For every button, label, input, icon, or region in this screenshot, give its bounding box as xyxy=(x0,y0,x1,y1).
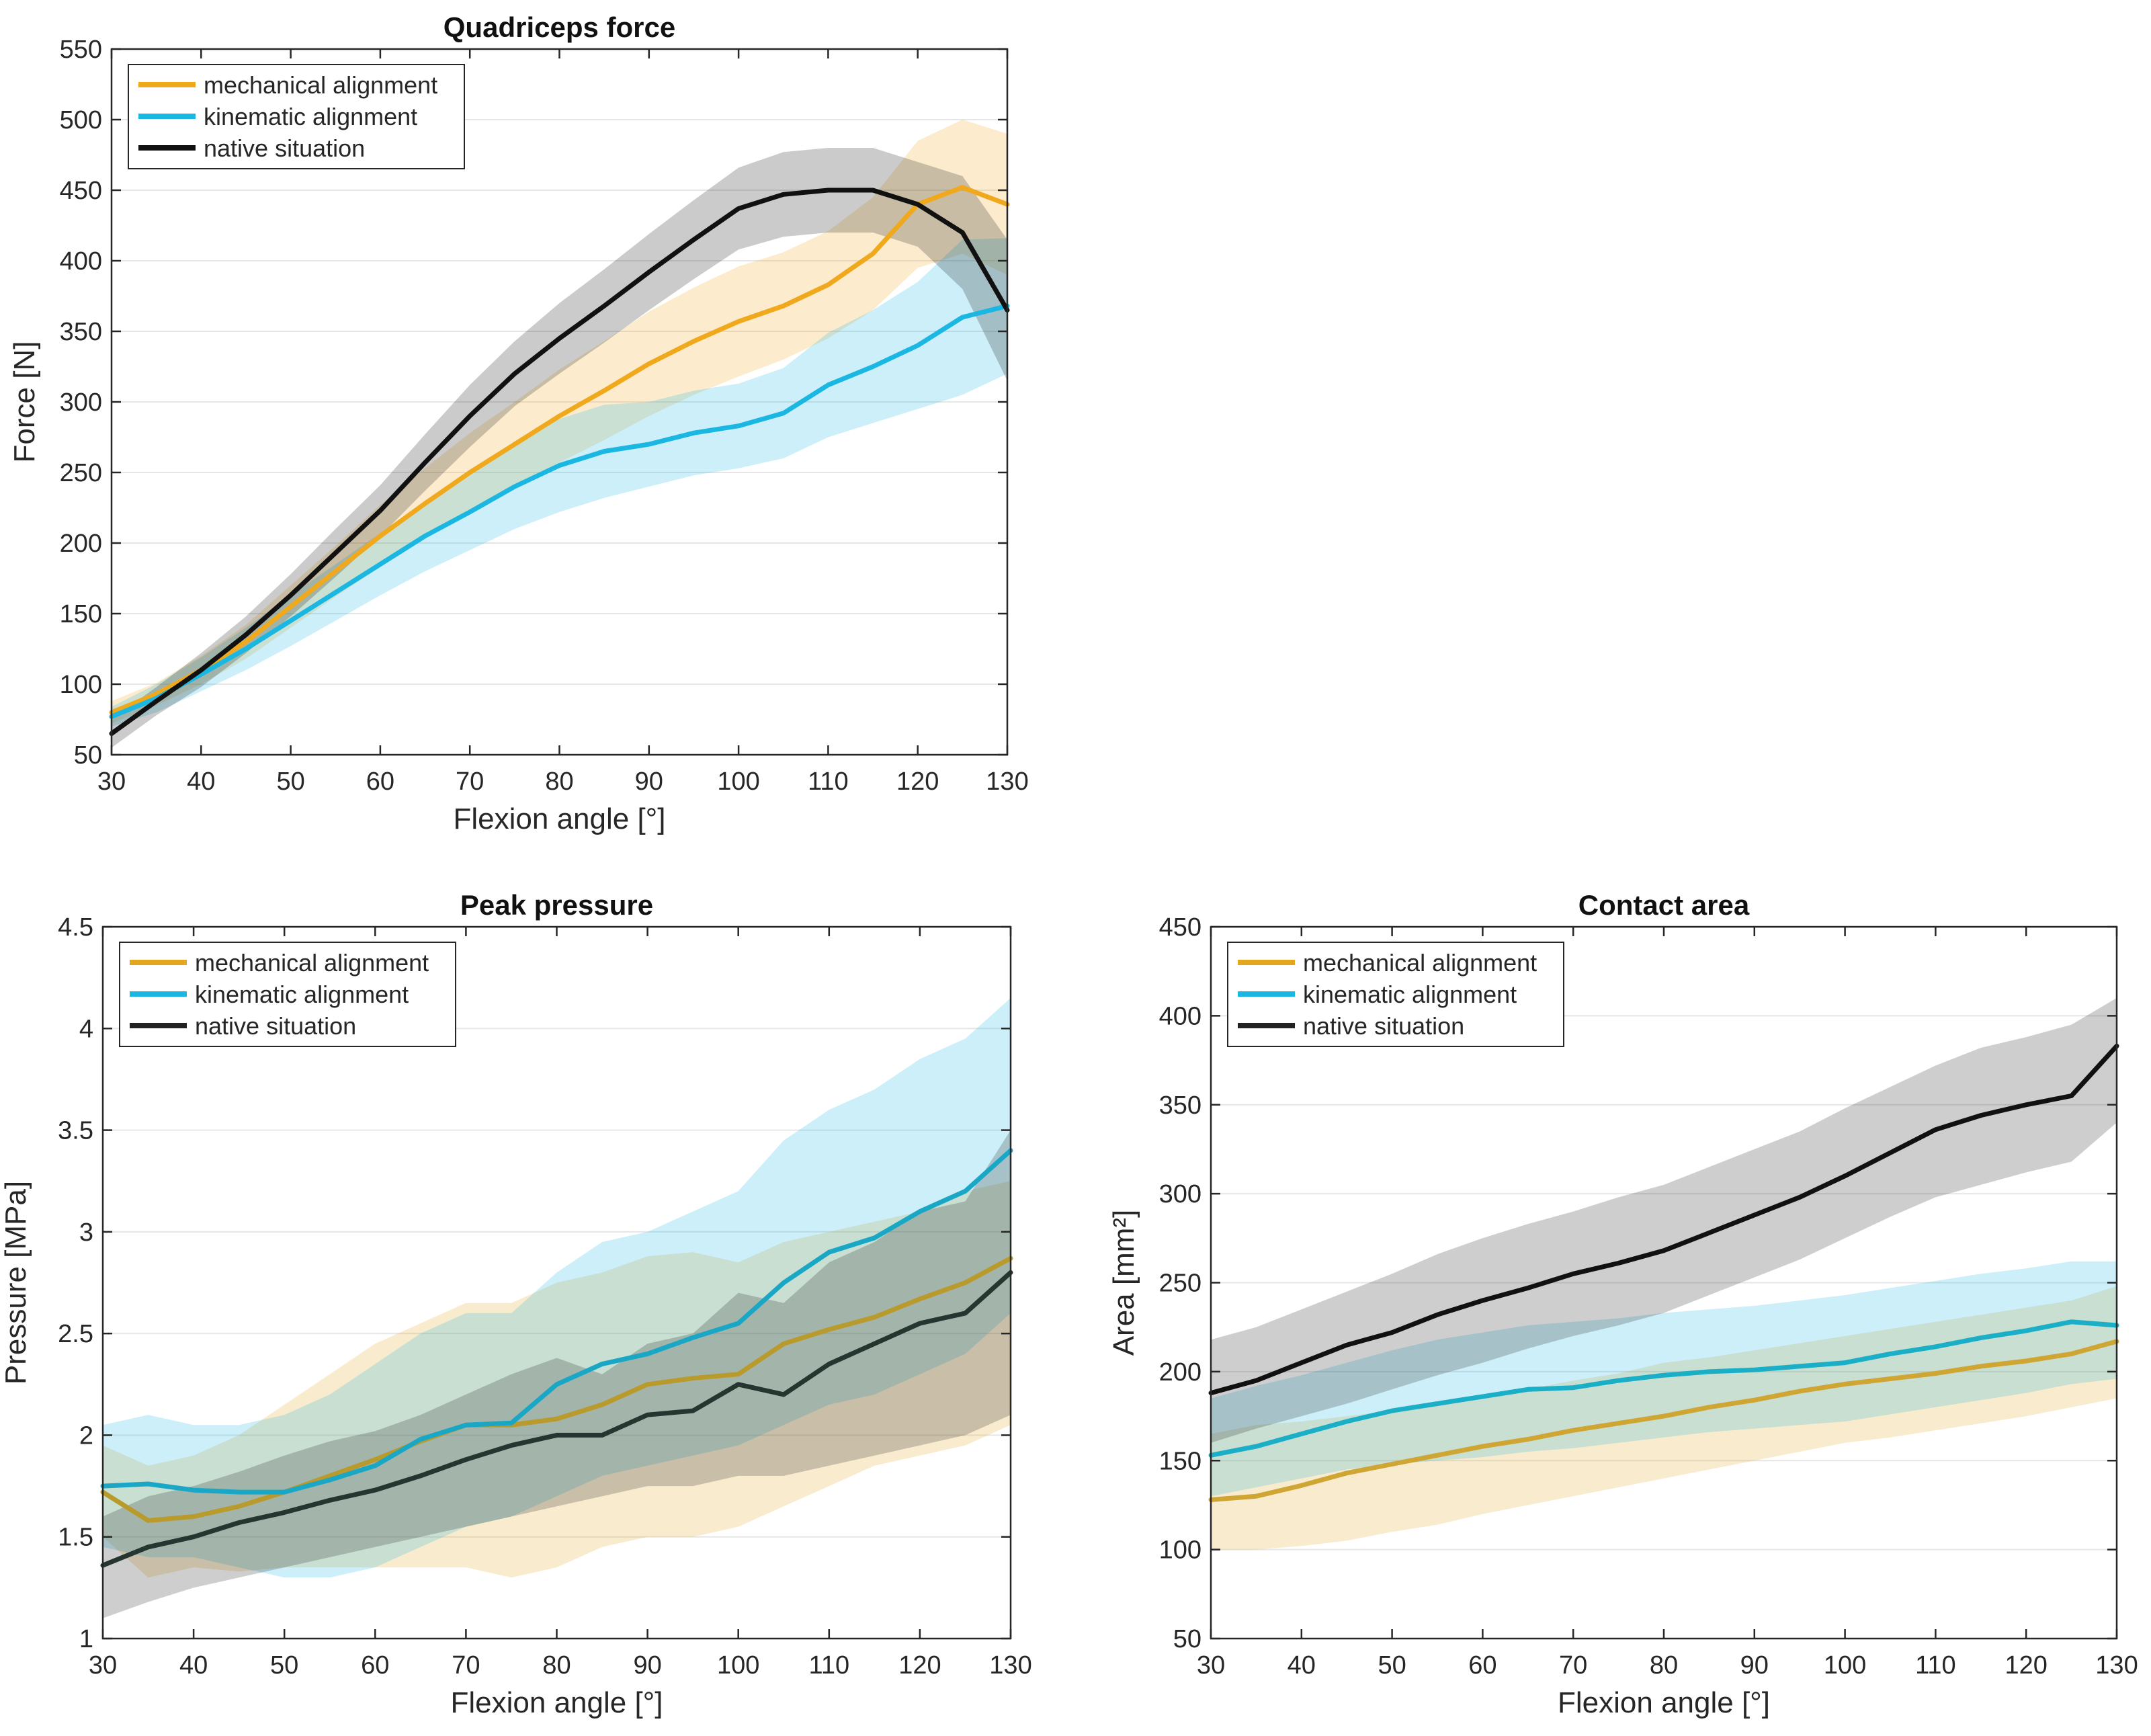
chart-area-xtick-label-130: 130 xyxy=(2095,1651,2138,1680)
chart-quad-xtick-label-110: 110 xyxy=(808,768,849,796)
chart-area-line-mechanical-alignment xyxy=(1208,1339,2119,1502)
chart-area-xtick-label-80: 80 xyxy=(1650,1651,1678,1680)
chart-quad-ytick-label-450: 450 xyxy=(60,177,102,205)
chart-quad-xtick-label-100: 100 xyxy=(717,768,759,796)
chart-pressure-legend-label-kinematic-alignment: kinematic alignment xyxy=(195,981,409,1008)
chart-quad-xtick-label-130: 130 xyxy=(986,768,1028,796)
chart-quad-ytick-label-300: 300 xyxy=(60,388,102,417)
chart-quad-ytick-label-250: 250 xyxy=(60,459,102,487)
chart-quad-xtick-label-60: 60 xyxy=(366,768,394,796)
chart-pressure-legend-label-native-situation: native situation xyxy=(195,1012,356,1040)
chart-pressure-ytick-label-4: 4 xyxy=(79,1015,93,1043)
chart-pressure-band-native-situation xyxy=(103,1130,1011,1618)
panel-peak-pressure: 30 40 50 60 70 80 90 100 110 120 130 1 1.5 2 2.5 3 3.5 4 4… xyxy=(0,889,1032,1719)
chart-pressure-ytick-label-3-5: 3.5 xyxy=(58,1117,93,1145)
chart-pressure-xlabel: Flexion angle [°] xyxy=(451,1686,663,1719)
chart-area-ytick-label-150: 150 xyxy=(1159,1447,1201,1475)
chart-area-xtick-label-90: 90 xyxy=(1740,1651,1769,1680)
chart-pressure-xtick-label-90: 90 xyxy=(633,1651,661,1680)
chart-pressure-xtick-label-40: 40 xyxy=(179,1651,208,1680)
chart-pressure-ytick-label-3: 3 xyxy=(79,1218,93,1247)
chart-pressure-xtick-label-80: 80 xyxy=(542,1651,571,1680)
chart-quad-legend-label-native-situation: native situation xyxy=(204,134,365,162)
chart-quad-ytick-label-350: 350 xyxy=(60,318,102,346)
chart-pressure-ytick-label-1: 1 xyxy=(79,1625,93,1653)
chart-area-xtick-label-40: 40 xyxy=(1288,1651,1316,1680)
chart-area-ytick-label-300: 300 xyxy=(1159,1180,1201,1208)
chart-quad-xtick-label-80: 80 xyxy=(545,768,573,796)
chart-pressure-line-mechanical-alignment xyxy=(100,1255,1013,1523)
chart-pressure-ylabel: Pressure [MPa] xyxy=(0,1181,32,1384)
chart-quad-ylabel: Force [N] xyxy=(8,341,41,463)
chart-pressure-xtick-label-30: 30 xyxy=(89,1651,117,1680)
chart-pressure-line-kinematic-alignment xyxy=(100,1148,1013,1495)
chart-quad-ytick-label-150: 150 xyxy=(60,600,102,628)
chart-area-ytick-label-450: 450 xyxy=(1159,913,1201,942)
chart-area-legend-label-native-situation: native situation xyxy=(1303,1012,1464,1040)
chart-quad-xtick-label-30: 30 xyxy=(97,768,126,796)
chart-area-xtick-label-60: 60 xyxy=(1468,1651,1496,1680)
chart-quad-title: Quadriceps force xyxy=(444,11,675,43)
chart-pressure-ytick-label-4-5: 4.5 xyxy=(58,913,93,942)
chart-area-band-kinematic-alignment xyxy=(1211,1261,2117,1497)
chart-pressure-ytick-label-1-5: 1.5 xyxy=(58,1524,93,1552)
chart-area-ytick-label-200: 200 xyxy=(1159,1358,1201,1387)
panel-contact-area: 30 40 50 60 70 80 90 100 110 120 130 50 100 150 200 250… xyxy=(1107,889,2138,1719)
chart-pressure-xtick-label-110: 110 xyxy=(809,1651,850,1680)
chart-quad-xtick-label-70: 70 xyxy=(456,768,484,796)
chart-area-title: Contact area xyxy=(1578,889,1750,921)
chart-pressure-xtick-label-120: 120 xyxy=(898,1651,941,1680)
chart-pressure-line-native-situation xyxy=(100,1270,1013,1568)
chart-area-line-kinematic-alignment xyxy=(1208,1319,2119,1458)
chart-quad-xtick-label-90: 90 xyxy=(635,768,663,796)
chart-quad-line-mechanical-alignment xyxy=(109,185,1010,715)
chart-area-xtick-label-70: 70 xyxy=(1559,1651,1587,1680)
chart-quad-xtick-label-120: 120 xyxy=(896,768,939,796)
chart-quad-xtick-label-50: 50 xyxy=(276,768,304,796)
panel-quadriceps-force: 30 40 50 60 70 80 90 100 110 120 130 50 100 150 200 250… xyxy=(8,11,1029,835)
chart-quad-xlabel: Flexion angle [°] xyxy=(454,802,666,835)
chart-area-line-native-situation xyxy=(1208,1043,2119,1396)
chart-quad-ytick-label-550: 550 xyxy=(60,36,102,64)
chart-pressure-xtick-label-50: 50 xyxy=(270,1651,298,1680)
chart-pressure-ytick-label-2-5: 2.5 xyxy=(58,1320,93,1348)
chart-pressure-legend-label-mechanical-alignment: mechanical alignment xyxy=(195,949,429,977)
chart-quad-legend-label-kinematic-alignment: kinematic alignment xyxy=(204,103,417,130)
chart-quad-band-native-situation xyxy=(112,148,1007,748)
chart-quad-ytick-label-200: 200 xyxy=(60,530,102,558)
chart-quad-line-kinematic-alignment xyxy=(109,303,1010,719)
chart-area-ytick-label-100: 100 xyxy=(1159,1536,1201,1565)
chart-quad-ytick-label-100: 100 xyxy=(60,671,102,699)
chart-area-xlabel: Flexion angle [°] xyxy=(1558,1686,1770,1719)
chart-quad-legend-label-mechanical-alignment: mechanical alignment xyxy=(204,71,437,99)
chart-pressure-title: Peak pressure xyxy=(460,889,653,921)
chart-area-ytick-label-50: 50 xyxy=(1173,1625,1201,1653)
chart-quad-xtick-label-40: 40 xyxy=(187,768,215,796)
chart-pressure-xtick-label-130: 130 xyxy=(989,1651,1031,1680)
chart-quad-ytick-label-400: 400 xyxy=(60,247,102,276)
chart-area-xtick-label-110: 110 xyxy=(1915,1651,1956,1680)
chart-quad-ytick-label-500: 500 xyxy=(60,106,102,134)
chart-pressure-xtick-label-100: 100 xyxy=(717,1651,759,1680)
chart-area-xtick-label-100: 100 xyxy=(1824,1651,1866,1680)
chart-area-legend-label-mechanical-alignment: mechanical alignment xyxy=(1303,949,1537,977)
chart-area-xtick-label-50: 50 xyxy=(1378,1651,1406,1680)
chart-pressure-xtick-label-60: 60 xyxy=(361,1651,389,1680)
chart-area-ytick-label-400: 400 xyxy=(1159,1002,1201,1030)
chart-pressure-ytick-label-2: 2 xyxy=(79,1421,93,1450)
chart-quad-ytick-label-50: 50 xyxy=(74,741,102,770)
chart-quad-line-native-situation xyxy=(109,188,1010,736)
chart-area-band-native-situation xyxy=(1211,997,2117,1443)
chart-area-ytick-label-250: 250 xyxy=(1159,1270,1201,1298)
chart-area-ylabel: Area [mm²] xyxy=(1107,1210,1140,1356)
chart-area-xtick-label-120: 120 xyxy=(2005,1651,2047,1680)
chart-pressure-band-kinematic-alignment xyxy=(103,997,1011,1578)
chart-pressure-xtick-label-70: 70 xyxy=(452,1651,480,1680)
chart-area-xtick-label-30: 30 xyxy=(1197,1651,1225,1680)
chart-quad-band-kinematic-alignment xyxy=(112,238,1007,727)
chart-area-legend-label-kinematic-alignment: kinematic alignment xyxy=(1303,981,1517,1008)
chart-area-ytick-label-350: 350 xyxy=(1159,1091,1201,1120)
